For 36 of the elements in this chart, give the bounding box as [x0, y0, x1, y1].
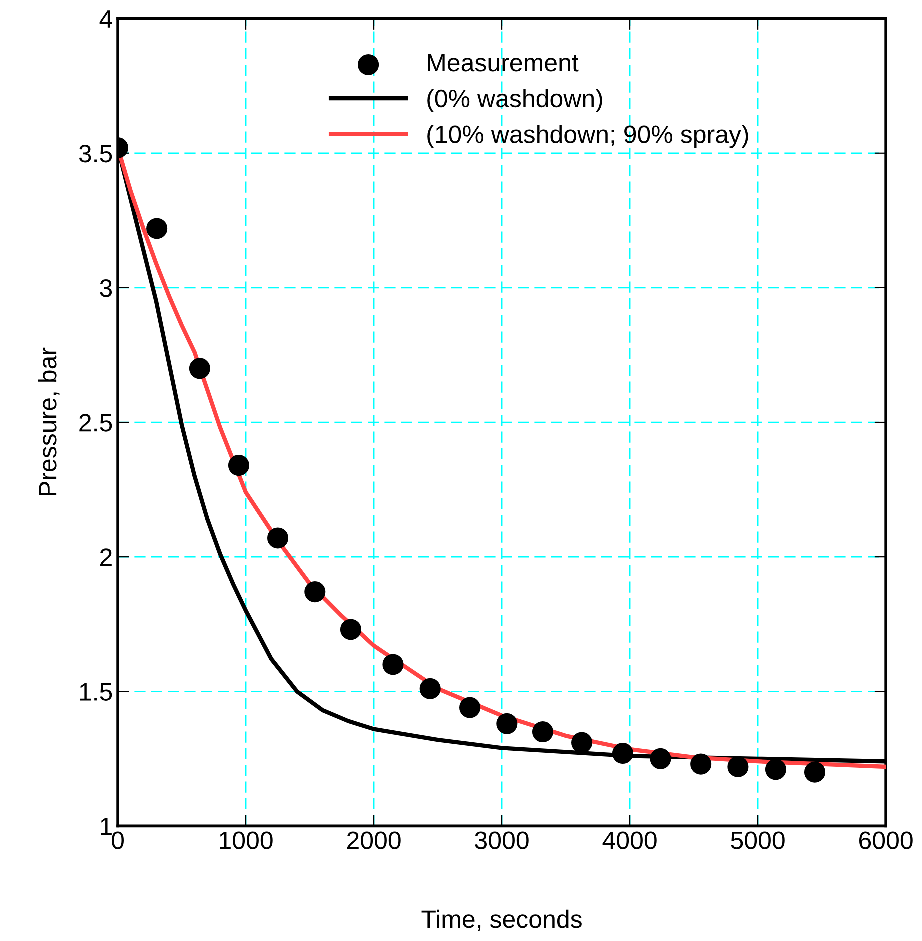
point: [228, 455, 250, 476]
point: [690, 754, 712, 775]
legend-label: (0% washdown): [428, 89, 602, 113]
x-tick-label: 1000: [220, 832, 273, 850]
y-tick-label: 2: [100, 548, 112, 566]
y-tick-label: 1: [101, 818, 112, 836]
y-axis-title: Pressure, bar: [38, 348, 60, 496]
x-tick-label: 0: [112, 832, 124, 850]
y-tick-label: 3.5: [79, 144, 112, 163]
x-tick-label: 5000: [731, 832, 785, 850]
point: [612, 743, 634, 764]
point: [804, 762, 826, 783]
point: [496, 713, 518, 734]
x-tick-label: 2000: [347, 832, 401, 850]
y-tick-label: 1.5: [80, 683, 112, 701]
point: [420, 678, 441, 700]
point: [765, 759, 786, 780]
point: [146, 218, 168, 240]
point: [572, 732, 593, 754]
point: [304, 582, 326, 603]
point: [268, 528, 289, 549]
y-tick-label: 3: [100, 280, 112, 298]
point: [650, 748, 672, 770]
x-tick-label: 4000: [602, 832, 657, 850]
x-tick-label: 6000: [860, 832, 913, 850]
y-tick-label: 4: [100, 10, 112, 28]
y-tick-label: 2.5: [80, 414, 112, 432]
point: [460, 697, 481, 718]
point: [728, 756, 749, 778]
point: [382, 654, 404, 676]
legend-label: Measurement: [428, 54, 579, 72]
x-tick-label: 3000: [475, 832, 529, 850]
point: [340, 619, 362, 640]
x-axis-title: Time, seconds: [422, 910, 582, 932]
point: [189, 358, 210, 380]
point: [532, 721, 554, 743]
